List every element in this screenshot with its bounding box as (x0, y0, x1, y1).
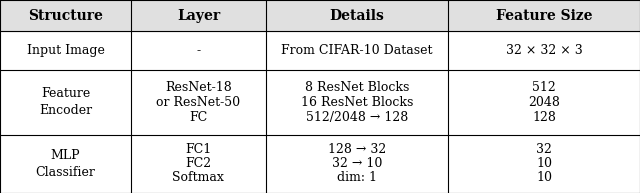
Text: 10: 10 (536, 171, 552, 184)
Text: -: - (196, 44, 200, 57)
Text: 16 ResNet Blocks: 16 ResNet Blocks (301, 96, 413, 109)
Text: 128 → 32: 128 → 32 (328, 143, 386, 156)
Text: or ResNet-50: or ResNet-50 (156, 96, 241, 109)
Text: From CIFAR-10 Dataset: From CIFAR-10 Dataset (281, 44, 433, 57)
Text: 512/2048 → 128: 512/2048 → 128 (306, 111, 408, 124)
Text: 2048: 2048 (528, 96, 560, 109)
Text: Softmax: Softmax (172, 171, 225, 184)
Text: Structure: Structure (28, 9, 103, 23)
Bar (0, 0, 640, 31)
Text: FC2: FC2 (186, 157, 211, 170)
Text: Input Image: Input Image (27, 44, 104, 57)
Text: Feature Size: Feature Size (496, 9, 592, 23)
Text: Feature
Encoder: Feature Encoder (39, 87, 92, 118)
Text: dim: 1: dim: 1 (337, 171, 377, 184)
Text: ResNet-18: ResNet-18 (165, 81, 232, 94)
Text: 32 → 10: 32 → 10 (332, 157, 382, 170)
Text: FC: FC (189, 111, 207, 124)
Text: Layer: Layer (177, 9, 220, 23)
Text: Details: Details (330, 9, 384, 23)
Text: 10: 10 (536, 157, 552, 170)
Text: 512: 512 (532, 81, 556, 94)
Text: 32 × 32 × 3: 32 × 32 × 3 (506, 44, 582, 57)
Text: 32: 32 (536, 143, 552, 156)
Text: MLP
Classifier: MLP Classifier (36, 149, 95, 179)
Text: 8 ResNet Blocks: 8 ResNet Blocks (305, 81, 409, 94)
Text: 128: 128 (532, 111, 556, 124)
Text: FC1: FC1 (185, 143, 212, 156)
